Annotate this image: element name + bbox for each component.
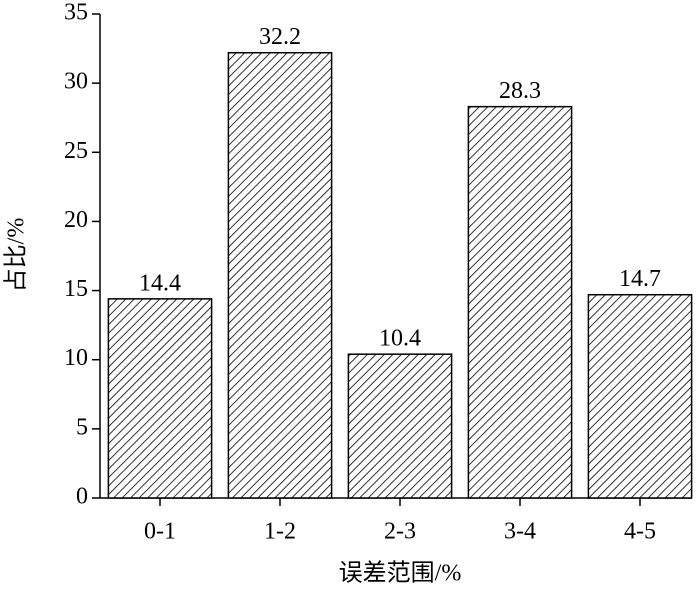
x-tick-label: 2-3 xyxy=(384,519,416,545)
value-label: 32.2 xyxy=(259,24,301,50)
x-tick-label: 0-1 xyxy=(144,519,176,545)
y-tick-label: 0 xyxy=(76,484,88,510)
value-label: 10.4 xyxy=(379,326,421,352)
y-tick-label: 20 xyxy=(64,207,88,233)
y-tick-label: 5 xyxy=(76,414,88,440)
x-tick-label: 4-5 xyxy=(624,519,656,545)
y-tick-label: 15 xyxy=(64,276,88,302)
bar xyxy=(587,293,693,499)
y-tick-label: 25 xyxy=(64,138,88,164)
bar xyxy=(107,298,213,499)
bar xyxy=(467,105,573,499)
y-tick-label: 35 xyxy=(64,0,88,26)
y-tick-label: 30 xyxy=(64,69,88,95)
bar xyxy=(227,51,333,499)
x-tick-label: 1-2 xyxy=(264,519,296,545)
bar xyxy=(347,353,453,499)
x-tick-label: 3-4 xyxy=(504,519,536,545)
y-axis-title: 占比/% xyxy=(3,218,30,293)
x-axis-title: 误差范围/% xyxy=(339,560,462,587)
value-label: 14.7 xyxy=(619,266,661,292)
y-tick-label: 10 xyxy=(64,345,88,371)
value-label: 14.4 xyxy=(139,270,181,296)
value-label: 28.3 xyxy=(499,78,541,104)
